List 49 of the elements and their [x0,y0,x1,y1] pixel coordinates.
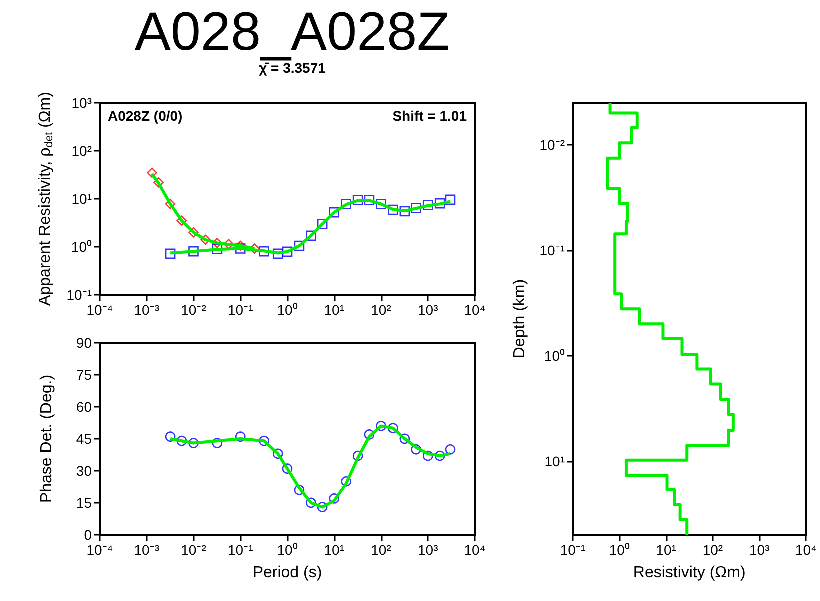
x-tick-label: 10⁰ [277,302,298,318]
x-tick-label: 10⁻³ [134,302,160,318]
y-tick-label: 10⁰ [71,239,92,255]
y-tick-label: 75 [76,367,92,383]
x-tick-label: 10⁻¹ [228,542,254,558]
y-tick-label: 60 [76,399,92,415]
x-tick-label: 10⁻² [181,542,207,558]
x-tick-label: 10⁰ [609,542,630,558]
y-tick-label: 90 [76,335,92,351]
chart-subtitle: χ̄ = 3.3571 [259,60,326,76]
y-tick-label: 30 [76,463,92,479]
annotation: Shift = 1.01 [392,108,468,124]
x-axis-title: Resistivity (Ωm) [633,564,746,582]
y-tick-label: 10¹ [544,453,566,470]
x-tick-label: 10³ [418,542,439,558]
x-tick-label: 10⁻³ [134,542,160,558]
y-tick-label: 10² [72,143,92,159]
y-tick-label: 10⁻¹ [66,287,92,303]
x-tick-label: 10² [371,542,392,558]
x-tick-label: 10¹ [324,542,345,558]
chart-title: A028_A028Z [134,2,450,62]
x-tick-label: 10³ [749,542,770,558]
x-tick-label: 10² [371,302,392,318]
x-tick-label: 10⁻¹ [560,542,586,558]
x-tick-label: 10⁴ [464,302,486,318]
x-tick-label: 10⁻¹ [228,302,254,318]
x-tick-label: 10⁰ [277,542,298,558]
y-axis-title: Apparent Resistivity, ρdet (Ωm) [37,92,56,306]
y-tick-label: 10⁻² [540,136,566,153]
x-tick-label: 10¹ [324,302,345,318]
x-tick-label: 10² [702,542,724,558]
x-tick-label: 10⁻⁴ [86,302,114,318]
x-tick-label: 10⁴ [464,542,486,558]
x-tick-label: 10⁻⁴ [86,542,114,558]
x-tick-label: 10⁻² [181,302,207,318]
y-tick-label: 10¹ [72,191,92,207]
y-tick-label: 10³ [72,95,92,111]
y-tick-label: 15 [76,495,92,511]
annotation: A028Z (0/0) [108,108,183,124]
x-tick-label: 10³ [418,302,439,318]
y-axis-title: Depth (km) [512,279,528,359]
y-tick-label: 10⁰ [544,348,565,364]
x-tick-label: 10⁴ [795,542,818,558]
y-axis-title: Phase Det. (Deg.) [38,374,56,504]
y-tick-label: 10⁻¹ [540,242,566,258]
y-tick-label: 45 [76,431,92,447]
x-axis-title: Period (s) [252,564,322,582]
x-tick-label: 10¹ [656,542,677,558]
y-tick-label: 0 [84,527,92,543]
